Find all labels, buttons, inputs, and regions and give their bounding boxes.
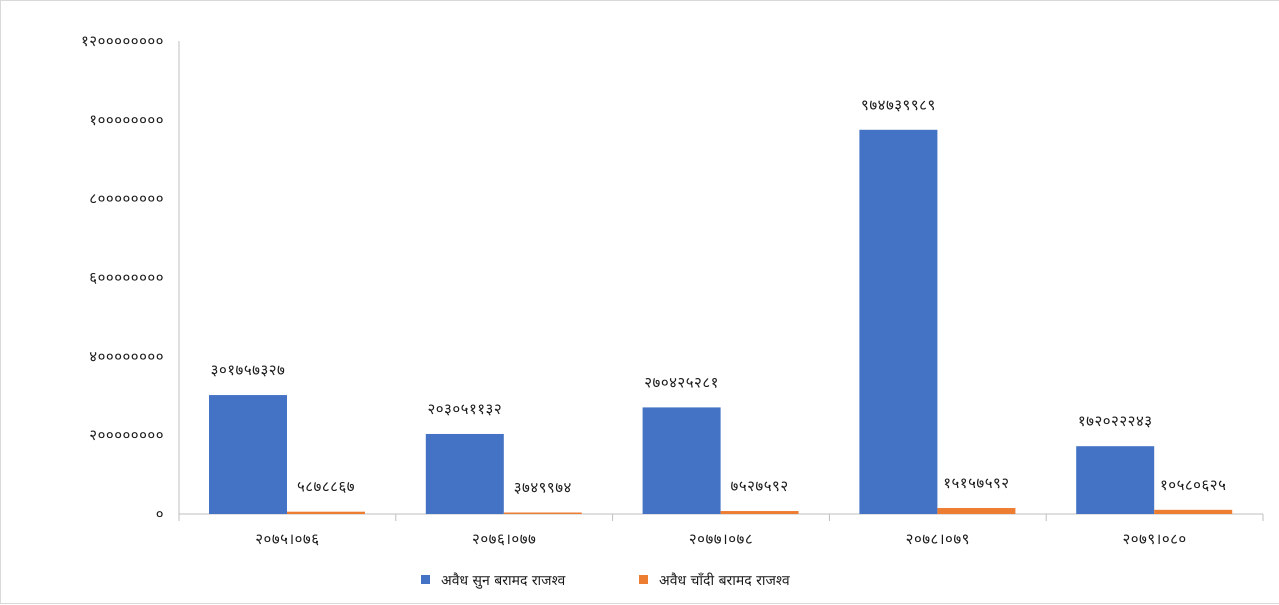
y-tick-label: १०००००००० (89, 111, 164, 129)
gold-revenue-bar (425, 433, 504, 514)
silver-data-label: १५१५७५९२ (943, 474, 1009, 492)
x-tick-label: २०७६।०७७ (472, 530, 536, 548)
silver-revenue-bar (720, 511, 799, 514)
y-tick-label: ० (156, 505, 164, 523)
silver-revenue-bar (287, 511, 365, 514)
x-tick-label: २०७८।०७९ (906, 530, 970, 548)
y-tick-label: ६०००००००० (89, 269, 164, 287)
axis-layer: ० २०००००००० ४०००००००० ६०००००००० ८०००००००० १००… (81, 32, 1264, 548)
silver-revenue-bar (937, 508, 1016, 514)
x-tick-label: २०७९।०८० (1122, 530, 1186, 548)
silver-data-label: १०५८०६२५ (1160, 476, 1226, 494)
gold-revenue-bar (859, 129, 938, 515)
gold-revenue-bar (209, 395, 287, 514)
gold-data-label: १७२०२२२४३ (1078, 412, 1153, 430)
silver-revenue-bar (1154, 509, 1233, 514)
silver-revenue-bar (503, 512, 582, 514)
data-label-layer: ३०१७५७३२७ ५८७८८६७ २०३०५११३२ ३७४९९७४ २७०४२५२८… (211, 96, 1226, 497)
silver-data-label: ३७४९९७४ (514, 479, 572, 497)
gold-data-label: ३०१७५७३२७ (211, 361, 286, 379)
gold-revenue-bar (1076, 446, 1155, 514)
silver-data-label: ७५२७५९२ (731, 477, 789, 495)
y-tick-label: १२०००००००० (81, 32, 164, 50)
gold-data-label: ९७४७३९९८९ (861, 96, 936, 114)
legend-swatch-silver (639, 575, 648, 584)
legend-label-gold: अवैध सुन बरामद राजश्व (441, 572, 566, 589)
legend: अवैध सुन बरामद राजश्व अवैध चाँदी बरामद रा… (421, 572, 790, 589)
gold-data-label: २०३०५११३२ (427, 400, 502, 418)
legend-swatch-gold (421, 575, 430, 584)
y-tick-label: ४०००००००० (89, 347, 164, 365)
gold-data-label: २७०४२५२८१ (644, 373, 719, 391)
y-tick-label: २०००००००० (89, 426, 164, 444)
x-tick-label: २०७७।०७८ (689, 530, 753, 548)
y-tick-label: ८०००००००० (89, 190, 164, 208)
x-tick-label: २०७५।०७६ (255, 530, 319, 548)
bar-layer (209, 129, 1233, 515)
legend-label-silver: अवैध चाँदी बरामद राजश्व (659, 572, 790, 589)
gold-revenue-bar (642, 407, 721, 514)
silver-data-label: ५८७८८६७ (297, 478, 355, 496)
